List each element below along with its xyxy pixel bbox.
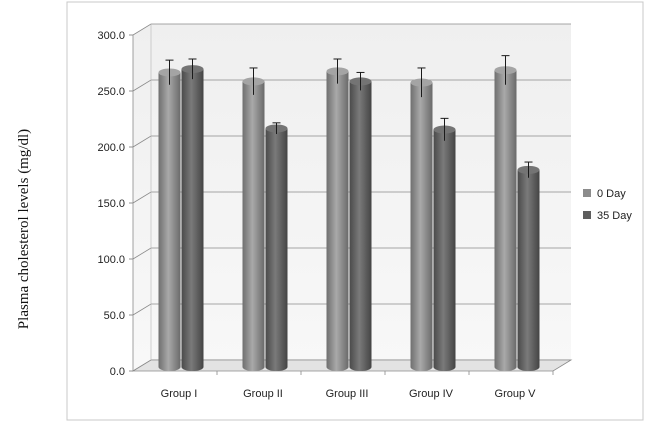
y-tick-label: 100.0 <box>97 254 125 266</box>
bar <box>433 129 456 371</box>
y-tick-label: 150.0 <box>97 198 125 210</box>
legend-swatch <box>583 211 591 219</box>
bar <box>326 71 349 371</box>
x-axis-categories: Group I Group II Group III Group IV Group V <box>161 371 554 400</box>
bar <box>242 81 265 372</box>
x-tick-label: Group IV <box>409 388 454 400</box>
bar <box>265 128 288 371</box>
y-axis: 0.0 50.0 100.0 150.0 200.0 250.0 300.0 <box>97 24 152 378</box>
bar <box>410 82 433 372</box>
legend: 0 Day 35 Day <box>583 188 632 222</box>
bar <box>158 72 181 371</box>
x-tick-label: Group III <box>326 388 369 400</box>
y-tick-label: 250.0 <box>97 86 125 98</box>
y-tick-label: 200.0 <box>97 142 125 154</box>
bar <box>494 70 517 371</box>
bar <box>349 81 372 372</box>
legend-label: 35 Day <box>597 210 632 222</box>
x-tick-label: Group V <box>495 388 537 400</box>
bar <box>181 69 204 371</box>
bar <box>517 169 540 371</box>
x-tick-label: Group II <box>243 388 283 400</box>
y-tick-label: 0.0 <box>110 366 125 378</box>
y-tick-label: 300.0 <box>97 30 125 42</box>
bars <box>158 55 540 372</box>
y-tick-label: 50.0 <box>104 310 125 322</box>
legend-swatch <box>583 189 591 197</box>
y-axis-label: Plasma cholesterol levels (mg/dl) <box>16 129 32 329</box>
legend-label: 0 Day <box>597 188 626 200</box>
x-tick-label: Group I <box>161 388 198 400</box>
